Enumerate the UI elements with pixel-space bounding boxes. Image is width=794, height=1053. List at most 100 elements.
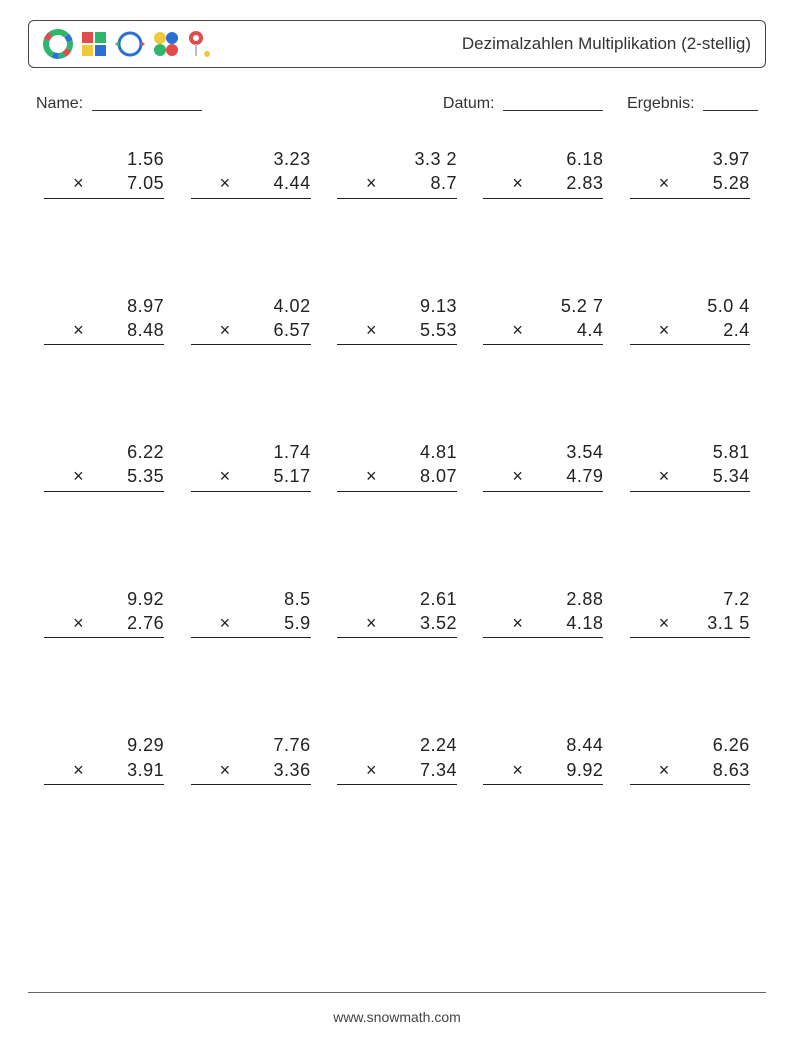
multiplicand-row: 3.97 (630, 147, 750, 171)
multiplier-row: ×4.44 (191, 171, 311, 198)
multiplier: 8.7 (397, 171, 457, 195)
date-field: Datum: (443, 92, 603, 113)
multiplicand: 6.26 (690, 733, 750, 757)
multiplier: 5.17 (251, 464, 311, 488)
footer-divider (28, 992, 766, 993)
multiplier-row: ×5.17 (191, 464, 311, 491)
multiplicand: 7.2 (690, 587, 750, 611)
multiplier: 3.52 (397, 611, 457, 635)
multiplier: 7.34 (397, 758, 457, 782)
problem: 8.44×9.92 (483, 733, 603, 785)
multiplicand-row: 6.22 (44, 440, 164, 464)
multiplicand-row: 9.13 (337, 294, 457, 318)
multiplier-row: ×5.53 (337, 318, 457, 345)
footer-url: www.snowmath.com (333, 1009, 461, 1025)
multiplicand-row: 8.97 (44, 294, 164, 318)
multiplier: 5.53 (397, 318, 457, 342)
multiplicand-row: 8.44 (483, 733, 603, 757)
multiplier-row: ×9.92 (483, 758, 603, 785)
multiplier: 4.18 (543, 611, 603, 635)
multiplicand: 3.23 (251, 147, 311, 171)
multiplicand: 6.18 (543, 147, 603, 171)
problem: 8.97×8.48 (44, 294, 164, 346)
multiplicand: 3.97 (690, 147, 750, 171)
problem: 3.23×4.44 (191, 147, 311, 199)
problem: 5.81×5.34 (630, 440, 750, 492)
multiplicand-row: 8.5 (191, 587, 311, 611)
multiplier-row: ×5.35 (44, 464, 164, 491)
problem: 3.97×5.28 (630, 147, 750, 199)
info-row: Name: Datum: Ergebnis: (36, 92, 758, 113)
multiplier-row: ×2.83 (483, 171, 603, 198)
multiplicand-row: 3.54 (483, 440, 603, 464)
operator: × (366, 464, 397, 488)
multiplier-row: ×3.36 (191, 758, 311, 785)
operator: × (659, 611, 690, 635)
multiplier-row: ×4.18 (483, 611, 603, 638)
multiplier-row: ×4.4 (483, 318, 603, 345)
problem: 8.5×5.9 (191, 587, 311, 639)
multiplicand-row: 7.2 (630, 587, 750, 611)
operator: × (366, 611, 397, 635)
multiplier-row: ×2.4 (630, 318, 750, 345)
multiplicand: 5.2 7 (543, 294, 603, 318)
operator: × (512, 171, 543, 195)
multiplicand: 3.54 (543, 440, 603, 464)
worksheet-page: Dezimalzahlen Multiplikation (2-stellig)… (0, 0, 794, 1053)
result-blank[interactable] (703, 95, 758, 111)
multiplicand: 2.24 (397, 733, 457, 757)
multiplicand-row: 5.2 7 (483, 294, 603, 318)
operator: × (220, 171, 251, 195)
name-blank[interactable] (92, 95, 202, 111)
multiplier: 3.91 (104, 758, 164, 782)
multiplicand-row: 3.23 (191, 147, 311, 171)
multiplicand: 7.76 (251, 733, 311, 757)
multiplier-row: ×5.34 (630, 464, 750, 491)
multiplicand-row: 1.56 (44, 147, 164, 171)
multiplier-row: ×8.63 (630, 758, 750, 785)
multiplicand: 2.88 (543, 587, 603, 611)
multiplicand: 9.92 (104, 587, 164, 611)
pin-icon (187, 29, 213, 59)
multiplicand: 3.3 2 (397, 147, 457, 171)
date-label: Datum: (443, 95, 495, 112)
date-blank[interactable] (503, 95, 603, 111)
multiplier: 5.28 (690, 171, 750, 195)
multiplier-row: ×7.34 (337, 758, 457, 785)
problem: 5.0 4×2.4 (630, 294, 750, 346)
multiplier: 8.63 (690, 758, 750, 782)
operator: × (73, 611, 104, 635)
multiplier: 7.05 (104, 171, 164, 195)
multiplicand: 9.13 (397, 294, 457, 318)
operator: × (512, 611, 543, 635)
problem: 6.22×5.35 (44, 440, 164, 492)
operator: × (512, 758, 543, 782)
dots-icon (151, 29, 181, 59)
operator: × (659, 171, 690, 195)
multiplier: 3.1 5 (690, 611, 750, 635)
worksheet-title: Dezimalzahlen Multiplikation (2-stellig) (462, 34, 751, 54)
multiplicand-row: 4.02 (191, 294, 311, 318)
header-box: Dezimalzahlen Multiplikation (2-stellig) (28, 20, 766, 68)
multiplicand-row: 6.26 (630, 733, 750, 757)
operator: × (220, 464, 251, 488)
multiplicand: 8.44 (543, 733, 603, 757)
multiplier: 4.79 (543, 464, 603, 488)
multiplicand-row: 1.74 (191, 440, 311, 464)
multiplicand-row: 6.18 (483, 147, 603, 171)
multiplicand: 1.56 (104, 147, 164, 171)
multiplicand-row: 7.76 (191, 733, 311, 757)
problem: 3.54×4.79 (483, 440, 603, 492)
multiplicand-row: 4.81 (337, 440, 457, 464)
multiplicand-row: 5.81 (630, 440, 750, 464)
operator: × (366, 758, 397, 782)
problem: 1.74×5.17 (191, 440, 311, 492)
multiplicand-row: 2.88 (483, 587, 603, 611)
operator: × (512, 318, 543, 342)
name-field: Name: (36, 92, 443, 113)
operator: × (73, 171, 104, 195)
multiplicand-row: 9.29 (44, 733, 164, 757)
result-field: Ergebnis: (627, 92, 758, 113)
problem: 2.61×3.52 (337, 587, 457, 639)
multiplier-row: ×5.28 (630, 171, 750, 198)
